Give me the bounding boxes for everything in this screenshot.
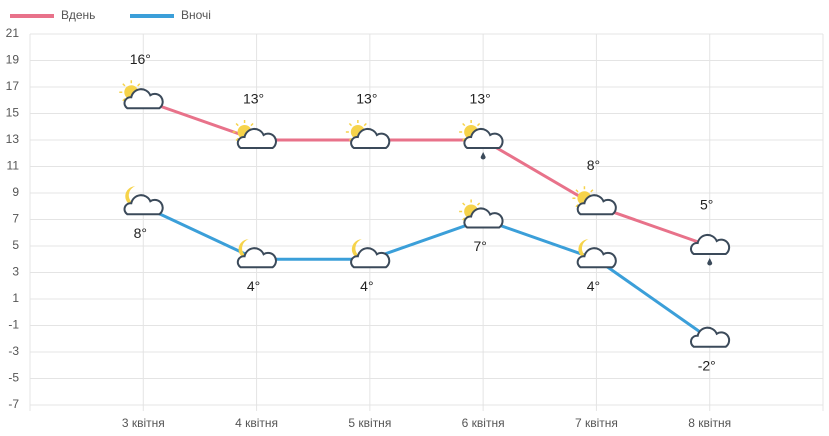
value-label: 4°	[587, 278, 600, 294]
sun-ray	[348, 122, 353, 127]
y-tick-label: 19	[6, 53, 20, 67]
sun-ray	[235, 122, 239, 127]
moon	[578, 239, 595, 260]
sun-ray	[590, 189, 594, 193]
y-tick-label: 21	[6, 26, 20, 40]
sun-ray	[250, 122, 254, 127]
legend-label: Вдень	[61, 8, 95, 22]
value-label: 7°	[473, 238, 486, 254]
sun-ray	[462, 122, 466, 127]
y-tick-label: 17	[6, 79, 20, 93]
x-tick-label: 5 квітня	[348, 416, 391, 430]
sun-ray	[235, 137, 239, 142]
value-label: 5°	[700, 197, 713, 213]
rain-drop	[480, 152, 486, 160]
cloud	[236, 247, 277, 269]
y-tick-label: 9	[12, 185, 19, 199]
sun-ray	[476, 202, 481, 206]
y-tick-label: 3	[12, 265, 19, 279]
weather-icon	[345, 120, 391, 149]
value-label: 8°	[134, 225, 147, 241]
x-tick-label: 6 квітня	[462, 416, 505, 430]
cloud	[689, 326, 731, 348]
sun-ray	[462, 217, 466, 221]
sun-ray	[476, 122, 481, 127]
cloud	[350, 247, 391, 269]
cloud	[123, 194, 164, 216]
cloud	[463, 127, 504, 149]
sun-ray	[575, 189, 579, 193]
sun-ray	[575, 204, 579, 208]
weather-icon	[123, 186, 164, 216]
weather-icon	[572, 186, 617, 216]
sun-ray	[462, 202, 466, 206]
y-tick-label: 11	[7, 159, 20, 173]
moon	[125, 186, 142, 207]
weather-icon	[689, 233, 731, 266]
y-tick-label: 13	[6, 132, 20, 146]
sun-ray	[122, 83, 126, 87]
value-label: 13°	[470, 91, 491, 107]
weather-icon	[459, 199, 504, 229]
value-label: 4°	[360, 278, 373, 294]
weather-icon	[459, 120, 504, 160]
cloud	[576, 194, 617, 216]
y-tick-label: 5	[12, 238, 19, 252]
series-line	[142, 98, 711, 248]
value-label: 16°	[130, 51, 151, 67]
value-label: 4°	[247, 278, 260, 294]
y-tick-label: -5	[8, 371, 19, 385]
sun-ray	[137, 83, 141, 87]
y-tick-label: 15	[6, 106, 20, 120]
rain-drop	[707, 258, 713, 266]
sun-ray	[363, 122, 367, 127]
weather-icon	[576, 239, 617, 269]
y-tick-label: 7	[12, 212, 19, 226]
moon	[351, 239, 368, 260]
series-line	[142, 204, 711, 340]
weather-icon	[689, 326, 731, 348]
y-tick-label: -1	[8, 318, 19, 332]
cloud	[350, 127, 391, 149]
y-tick-label: 1	[12, 291, 19, 305]
weather-icon	[119, 80, 164, 110]
cloud	[689, 233, 731, 255]
x-tick-label: 4 квітня	[235, 416, 278, 430]
cloud	[463, 207, 504, 229]
weather-icon	[232, 120, 277, 149]
cloud	[123, 88, 164, 110]
value-label: -2°	[698, 357, 716, 373]
value-label: 8°	[587, 157, 600, 173]
moon	[238, 239, 255, 260]
y-tick-label: -7	[8, 397, 19, 411]
value-label: 13°	[243, 91, 264, 107]
sun-ray	[122, 98, 126, 102]
y-tick-label: -3	[8, 344, 19, 358]
x-tick-label: 8 квітня	[688, 416, 731, 430]
cloud	[236, 127, 277, 149]
value-label: 13°	[356, 91, 377, 107]
sun-ray	[348, 137, 353, 142]
sun-ray	[462, 137, 466, 142]
x-tick-label: 7 квітня	[575, 416, 618, 430]
legend-label: Вночі	[181, 8, 211, 22]
x-tick-label: 3 квітня	[122, 416, 165, 430]
cloud	[576, 247, 617, 269]
weather-icon	[236, 239, 277, 269]
weather-icon	[350, 239, 391, 269]
